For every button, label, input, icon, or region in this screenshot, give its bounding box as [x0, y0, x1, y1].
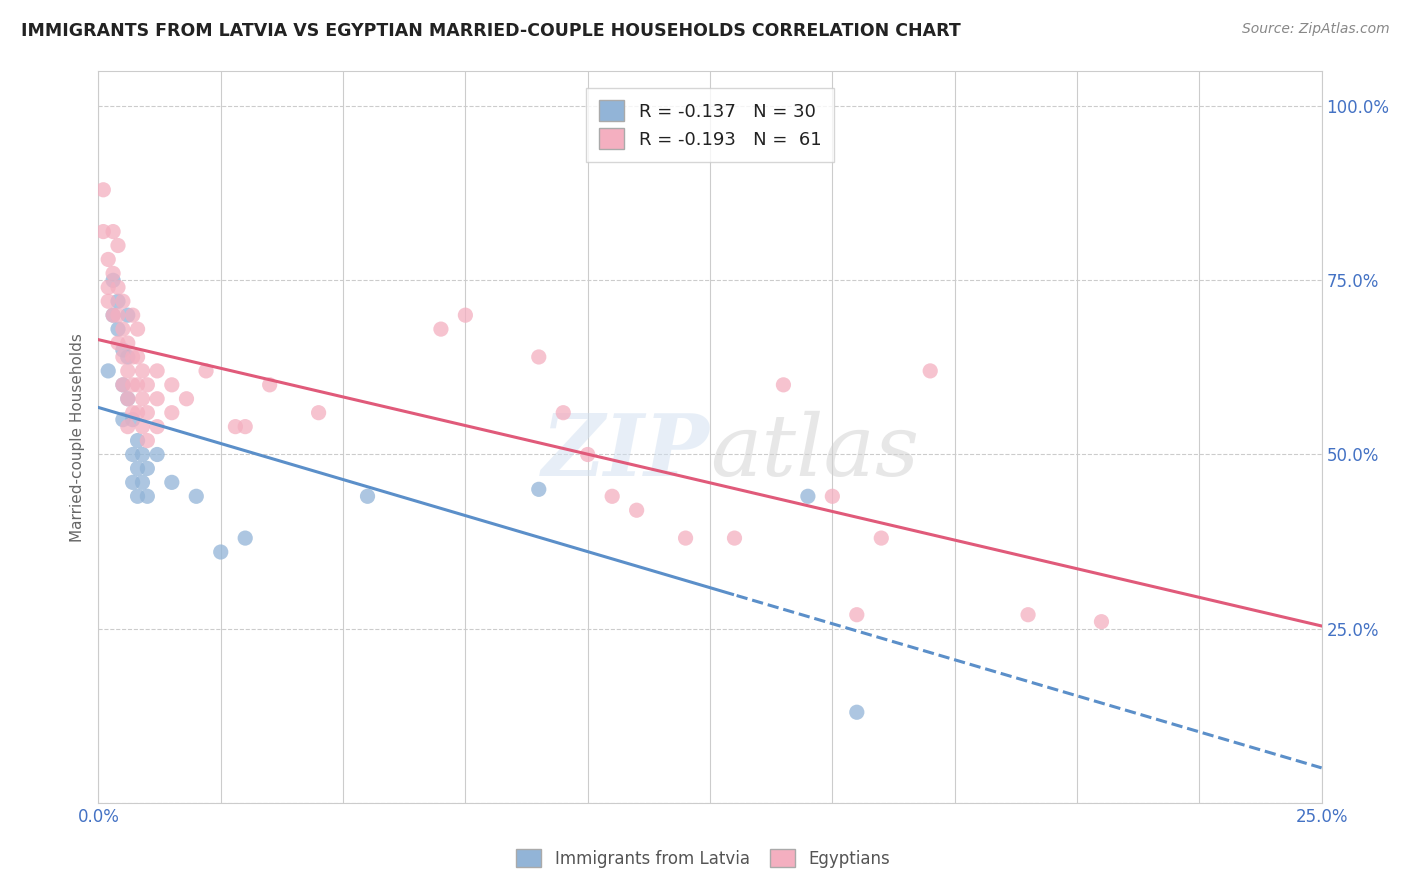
Point — [146, 392, 169, 406]
Point — [797, 489, 820, 503]
Point — [117, 308, 139, 322]
Point — [91, 225, 114, 239]
Point — [97, 294, 120, 309]
Y-axis label: Married-couple Households: Married-couple Households — [69, 333, 84, 541]
Point — [111, 343, 134, 357]
Point — [127, 434, 149, 448]
Text: atlas: atlas — [710, 410, 920, 493]
Point — [117, 392, 139, 406]
Point — [121, 350, 143, 364]
Point — [127, 406, 149, 420]
Point — [111, 377, 134, 392]
Point — [845, 607, 868, 622]
Text: Source: ZipAtlas.com: Source: ZipAtlas.com — [1241, 22, 1389, 37]
Point — [176, 392, 198, 406]
Point — [101, 308, 124, 322]
Point — [195, 364, 218, 378]
Point — [107, 308, 129, 322]
Point — [127, 489, 149, 503]
Point — [107, 336, 129, 351]
Point — [136, 434, 159, 448]
Point — [111, 412, 134, 426]
Point — [131, 364, 153, 378]
Point — [91, 183, 114, 197]
Point — [121, 406, 143, 420]
Point — [160, 406, 183, 420]
Point — [356, 489, 378, 503]
Point — [870, 531, 893, 545]
Point — [146, 448, 169, 462]
Point — [576, 448, 599, 462]
Text: IMMIGRANTS FROM LATVIA VS EGYPTIAN MARRIED-COUPLE HOUSEHOLDS CORRELATION CHART: IMMIGRANTS FROM LATVIA VS EGYPTIAN MARRI… — [21, 22, 960, 40]
Point — [131, 448, 153, 462]
Point — [97, 252, 120, 267]
Point — [111, 322, 134, 336]
Point — [308, 406, 330, 420]
Point — [107, 238, 129, 252]
Point — [121, 377, 143, 392]
Point — [136, 406, 159, 420]
Point — [259, 377, 281, 392]
Point — [107, 280, 129, 294]
Point — [160, 475, 183, 490]
Point — [626, 503, 648, 517]
Point — [723, 531, 745, 545]
Point — [121, 448, 143, 462]
Point — [146, 419, 169, 434]
Point — [101, 266, 124, 280]
Point — [160, 377, 183, 392]
Point — [107, 294, 129, 309]
Point — [233, 531, 256, 545]
Point — [121, 412, 143, 426]
Point — [1090, 615, 1112, 629]
Point — [675, 531, 697, 545]
Point — [430, 322, 453, 336]
Point — [121, 475, 143, 490]
Point — [127, 350, 149, 364]
Point — [117, 392, 139, 406]
Legend: R = -0.137   N = 30, R = -0.193   N =  61: R = -0.137 N = 30, R = -0.193 N = 61 — [586, 87, 834, 162]
Point — [117, 350, 139, 364]
Point — [136, 377, 159, 392]
Point — [127, 461, 149, 475]
Point — [131, 392, 153, 406]
Point — [127, 322, 149, 336]
Point — [117, 364, 139, 378]
Point — [101, 308, 124, 322]
Point — [131, 475, 153, 490]
Point — [527, 483, 550, 497]
Point — [1017, 607, 1039, 622]
Point — [821, 489, 844, 503]
Point — [136, 461, 159, 475]
Point — [117, 336, 139, 351]
Point — [111, 377, 134, 392]
Point — [107, 322, 129, 336]
Point — [527, 350, 550, 364]
Point — [121, 308, 143, 322]
Point — [101, 225, 124, 239]
Point — [772, 377, 794, 392]
Point — [111, 294, 134, 309]
Point — [209, 545, 232, 559]
Point — [454, 308, 477, 322]
Point — [97, 364, 120, 378]
Point — [600, 489, 623, 503]
Legend: Immigrants from Latvia, Egyptians: Immigrants from Latvia, Egyptians — [509, 843, 897, 874]
Point — [233, 419, 256, 434]
Point — [117, 419, 139, 434]
Point — [131, 419, 153, 434]
Point — [101, 273, 124, 287]
Point — [136, 489, 159, 503]
Point — [97, 280, 120, 294]
Point — [146, 364, 169, 378]
Point — [111, 350, 134, 364]
Point — [920, 364, 942, 378]
Point — [127, 377, 149, 392]
Point — [224, 419, 246, 434]
Text: ZIP: ZIP — [543, 410, 710, 493]
Point — [186, 489, 208, 503]
Point — [553, 406, 575, 420]
Point — [845, 705, 868, 719]
